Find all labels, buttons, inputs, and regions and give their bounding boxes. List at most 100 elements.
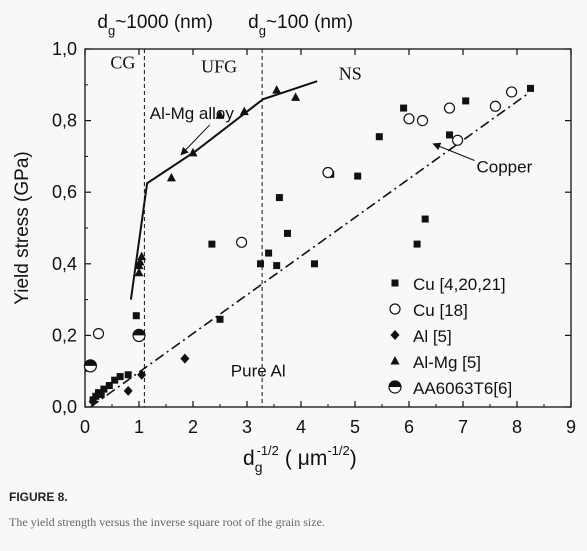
data-point	[111, 376, 119, 384]
figure-caption: The yield strength versus the inverse sq…	[9, 515, 325, 529]
triangle-marker	[135, 257, 145, 266]
x-label-sup: -1/2	[256, 443, 278, 458]
triangle-marker	[291, 92, 301, 101]
data-point	[215, 110, 225, 119]
data-point	[443, 102, 456, 114]
figure-label: FIGURE 8.	[9, 490, 68, 504]
data-point	[216, 315, 224, 323]
data-point	[446, 131, 453, 139]
data-point	[236, 236, 248, 248]
data-point	[322, 166, 334, 179]
triangle-marker	[215, 110, 225, 119]
y-tick-label: 0,2	[52, 325, 77, 345]
data-point	[265, 249, 273, 257]
square-marker	[92, 392, 100, 400]
legend-label: AA6063T6[6]	[413, 379, 512, 398]
series-circle-half	[83, 328, 146, 373]
x-label-close: )	[350, 447, 357, 470]
open-circle-marker	[506, 86, 518, 98]
legend-marker	[388, 380, 402, 394]
x-tick-label: 0	[80, 417, 90, 437]
grain-label-sub: g	[108, 23, 115, 38]
data-point	[272, 85, 282, 94]
x-tick-label: 9	[566, 417, 576, 437]
legend-label: Cu [18]	[413, 301, 468, 320]
grain-label-rest: ~100 (nm)	[266, 12, 353, 33]
annotation-label: NS	[339, 63, 362, 83]
square-marker	[273, 262, 281, 270]
data-point	[239, 106, 249, 116]
data-point	[97, 390, 105, 398]
annotation-arrow	[432, 142, 475, 161]
open-circle-marker	[236, 236, 248, 248]
open-circle-marker	[489, 100, 501, 112]
annotation-label: CG	[110, 53, 135, 73]
data-point	[92, 328, 105, 340]
triangle-marker	[166, 172, 176, 182]
x-label-unit: ( μm	[285, 447, 327, 470]
diamond-marker	[390, 330, 400, 340]
grain-boundary-label: dg~100 (nm)	[248, 12, 353, 38]
square-marker	[132, 312, 140, 320]
square-marker	[116, 373, 124, 381]
square-marker	[462, 97, 470, 105]
data-point	[180, 353, 190, 364]
open-circle-marker	[416, 114, 429, 127]
square-marker	[275, 194, 283, 202]
grain-label-main: d	[97, 12, 108, 33]
x-tick-label: 7	[458, 417, 468, 437]
square-marker	[265, 249, 273, 257]
square-marker	[97, 390, 105, 398]
data-point	[134, 267, 144, 277]
x-tick-label: 1	[134, 417, 144, 437]
open-circle-marker	[389, 303, 401, 315]
annotation-label: Pure Al	[231, 362, 286, 381]
triangle-marker	[272, 85, 282, 94]
data-point	[489, 100, 501, 112]
grain-boundary-label: dg~1000 (nm)	[97, 12, 213, 38]
square-marker	[208, 240, 216, 248]
x-label-sub: g	[255, 459, 263, 475]
y-tick-label: 0,8	[52, 111, 77, 131]
legend-marker	[391, 279, 399, 287]
data-point	[188, 147, 198, 157]
square-marker	[354, 172, 362, 180]
x-label-unit-sup: -1/2	[327, 443, 349, 458]
diamond-marker	[88, 396, 98, 407]
data-point	[132, 328, 146, 342]
annotation-label: Copper	[477, 158, 533, 177]
data-point	[311, 260, 318, 268]
open-circle-marker	[92, 328, 105, 340]
data-point	[132, 312, 140, 320]
square-marker	[391, 279, 399, 287]
square-marker	[375, 133, 383, 141]
data-point	[116, 373, 124, 381]
data-point	[135, 257, 145, 266]
annotation-arrow	[180, 124, 211, 156]
data-point	[275, 194, 283, 202]
triangle-marker	[390, 356, 400, 365]
square-marker	[105, 382, 113, 390]
legend-label: Al-Mg [5]	[413, 353, 481, 372]
triangle-marker	[134, 267, 144, 277]
almg-fit-line	[129, 80, 318, 300]
data-point	[100, 385, 108, 393]
series-diamond	[88, 353, 190, 407]
x-tick-label: 8	[512, 417, 522, 437]
data-point	[284, 229, 291, 237]
annotation-label: UFG	[201, 56, 237, 76]
data-point	[527, 84, 534, 92]
square-marker	[421, 215, 429, 223]
data-point	[403, 113, 415, 125]
copper-fit-line	[89, 93, 529, 408]
square-marker	[216, 315, 224, 323]
x-tick-label: 3	[242, 417, 252, 437]
data-point	[88, 396, 98, 407]
legend-marker	[390, 356, 400, 365]
half-circle-fill	[133, 329, 145, 336]
series-triangle	[134, 85, 301, 277]
diamond-marker	[123, 385, 133, 396]
data-point	[166, 172, 176, 182]
open-circle-marker	[403, 113, 415, 125]
data-point	[375, 133, 383, 141]
